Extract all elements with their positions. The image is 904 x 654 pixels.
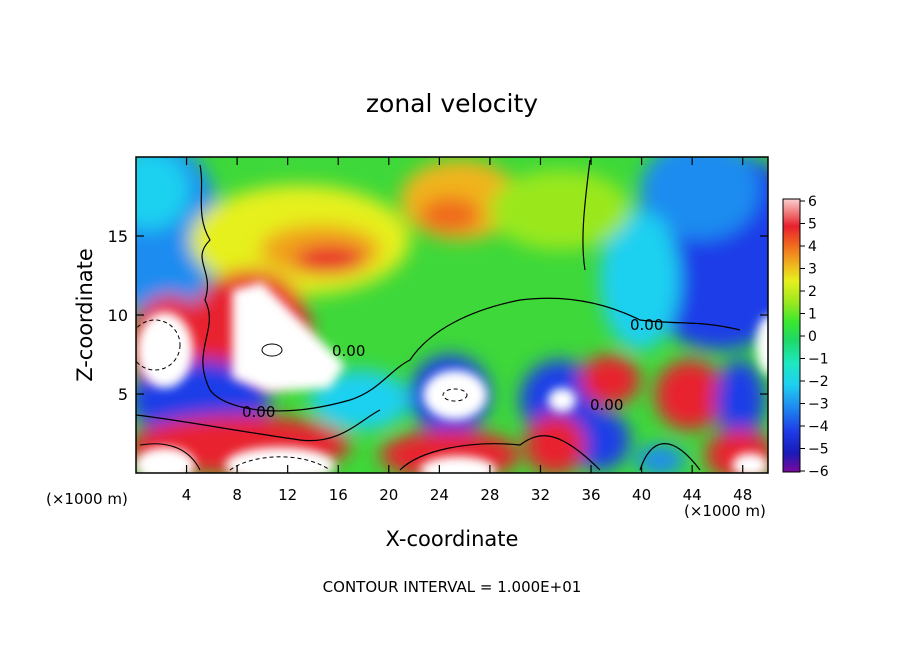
chart-title: zonal velocity — [366, 89, 538, 118]
x-tick-label: 12 — [278, 486, 297, 504]
contour-label-1: 0.00 — [242, 403, 275, 421]
x-axis-title: X-coordinate — [386, 527, 519, 551]
x-tick-label: 24 — [430, 486, 449, 504]
colorbar-tick-label: −2 — [808, 374, 829, 390]
colorbar-tick-label: 4 — [808, 239, 817, 255]
colorbar-tick-label: −1 — [808, 352, 829, 368]
y-tick-label: 15 — [108, 227, 128, 246]
colorbar-tick-label: 2 — [808, 284, 817, 300]
colorbar-tick-label: 1 — [808, 307, 817, 323]
heatmap-field — [136, 157, 768, 473]
contour-label-2: 0.00 — [332, 342, 365, 360]
colorbar-gradient — [782, 198, 801, 473]
colorbar: 6 5 4 3 2 1 0 −1 −2 −3 −4 −5 −6 — [782, 194, 829, 480]
colorbar-tick-label: −6 — [808, 464, 829, 480]
colorbar-tick-label: −3 — [808, 397, 829, 413]
x-tick-label: 28 — [480, 486, 499, 504]
y-axis: 5 10 15 — [108, 227, 768, 404]
x-tick-label: 44 — [683, 486, 702, 504]
x-unit-label-right: (×1000 m) — [684, 502, 766, 520]
colorbar-tick-label: −5 — [808, 442, 829, 458]
contour-label-4: 0.00 — [630, 316, 663, 334]
colorbar-tick-label: 6 — [808, 194, 817, 210]
x-tick-label: 20 — [379, 486, 398, 504]
contour-interval-note: CONTOUR INTERVAL = 1.000E+01 — [323, 578, 582, 596]
y-tick-label: 10 — [108, 306, 128, 325]
x-tick-label: 40 — [632, 486, 651, 504]
colorbar-ticks: 6 5 4 3 2 1 0 −1 −2 −3 −4 −5 −6 — [800, 194, 829, 480]
colorbar-tick-label: −4 — [808, 419, 829, 435]
colorbar-tick-label: 0 — [808, 329, 817, 345]
x-unit-label-left: (×1000 m) — [46, 490, 128, 508]
x-tick-label: 32 — [531, 486, 550, 504]
colorbar-tick-label: 3 — [808, 262, 817, 278]
x-axis: 4 8 12 16 20 24 28 32 36 40 44 48 — [182, 157, 752, 504]
x-tick-label: 16 — [329, 486, 348, 504]
y-axis-title: Z-coordinate — [73, 248, 97, 382]
x-tick-label: 4 — [182, 486, 192, 504]
contour-label-3: 0.00 — [590, 396, 623, 414]
x-tick-label: 8 — [232, 486, 242, 504]
y-tick-label: 5 — [118, 385, 128, 404]
x-tick-label: 48 — [733, 486, 752, 504]
colorbar-tick-label: 5 — [808, 217, 817, 233]
x-tick-label: 36 — [581, 486, 600, 504]
